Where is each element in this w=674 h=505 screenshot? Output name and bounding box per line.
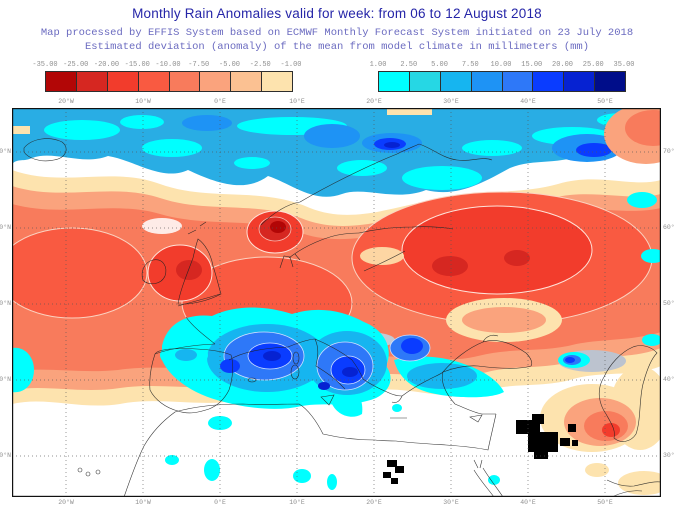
legend-tick-label: 20.00	[551, 61, 574, 69]
legend-color-cell	[231, 72, 263, 91]
legend-tick-label: -15.00	[124, 61, 150, 69]
x-tick-label-bottom: 10°E	[289, 499, 305, 505]
x-tick-label-bottom: 20°W	[58, 499, 74, 505]
north-positive-anomaly-band	[12, 108, 661, 197]
legend-tick-label: -1.00	[280, 61, 302, 69]
legend-positive-scale: 1.00 2.50 5.00 7.50 10.00 15.00 20.00 25.00 35.0…	[370, 61, 635, 93]
legend-tick-label: -2.50	[249, 61, 271, 69]
x-tick-label-top: 20°W	[58, 98, 74, 105]
x-tick-label-top: 50°E	[597, 98, 613, 105]
legend-positive-labels: 1.00 2.50 5.00 7.50 10.00 15.00 20.00 25.00 35.0…	[370, 61, 635, 70]
legend-negative-scale: -35.00 -25.00 -20.00 -15.00 -10.00 -7.50 -5.00…	[32, 61, 302, 93]
graticule	[12, 108, 661, 497]
x-tick-label-bottom: 20°E	[366, 499, 382, 505]
y-tick-label-left: 30°N	[0, 452, 11, 459]
central-positive-anomaly	[12, 192, 661, 490]
y-tick-label-left: 40°N	[0, 376, 11, 383]
page-title: Monthly Rain Anomalies valid for week: f…	[132, 6, 542, 21]
legend-tick-label: -10.00	[155, 61, 181, 69]
legend-tick-label: 2.50	[400, 61, 418, 69]
x-tick-label-top: 30°E	[443, 98, 459, 105]
x-tick-label-bottom: 50°E	[597, 499, 613, 505]
legend-positive-bar	[378, 71, 626, 92]
legend-tick-label: -35.00	[32, 61, 58, 69]
x-tick-label-bottom: 0°E	[214, 499, 226, 505]
legend-color-cell	[471, 72, 503, 91]
x-tick-label-bottom: 40°E	[520, 499, 536, 505]
no-data-blocks	[383, 414, 578, 484]
y-tick-label-right: 70°N	[663, 148, 674, 155]
y-tick-label-right: 60°N	[663, 224, 674, 231]
legend-color-cell	[379, 72, 410, 91]
legend-color-cell	[46, 72, 77, 91]
subtitle-line-1: Map processed by EFFIS System based on E…	[40, 27, 634, 39]
legend-color-cell	[440, 72, 472, 91]
legend-color-cell	[502, 72, 534, 91]
legend-tick-label: 10.00	[490, 61, 512, 69]
x-tick-label-top: 40°E	[520, 98, 536, 105]
legend-color-cell	[262, 72, 292, 91]
legend-tick-label: 15.00	[521, 61, 543, 69]
anomaly-map-canvas	[12, 108, 661, 497]
legend-tick-label: 25.00	[582, 61, 604, 69]
legend-color-cell	[564, 72, 596, 91]
legend-tick-label: 1.00	[369, 61, 387, 69]
legend-color-cell	[533, 72, 565, 91]
y-tick-label-left: 70°N	[0, 148, 11, 155]
coastlines	[23, 138, 661, 497]
x-tick-label-top: 20°E	[366, 98, 382, 105]
legend-color-cell	[76, 72, 108, 91]
x-tick-label-top: 0°E	[214, 98, 226, 105]
x-tick-label-bottom: 30°E	[443, 499, 459, 505]
x-tick-label-bottom: 10°W	[135, 499, 151, 505]
legend-tick-label: 7.50	[461, 61, 479, 69]
legend-color-cell	[138, 72, 170, 91]
y-tick-label-right: 50°N	[663, 300, 674, 307]
legend-tick-label: -5.00	[218, 61, 241, 69]
y-tick-label-right: 40°N	[663, 376, 674, 383]
legend-tick-label: 35.00	[613, 61, 635, 69]
legend-tick-label: -20.00	[93, 61, 120, 69]
y-tick-label-left: 60°N	[0, 224, 11, 231]
legend-color-cell	[409, 72, 441, 91]
x-tick-label-top: 10°E	[289, 98, 305, 105]
subtitle-line-2: Estimated deviation (anomaly) of the mea…	[84, 41, 590, 53]
legend-color-cell	[595, 72, 625, 91]
x-tick-label-top: 10°W	[135, 98, 151, 105]
map-border	[12, 108, 661, 497]
legend-color-cell	[107, 72, 139, 91]
legend-tick-label: -7.50	[188, 61, 210, 69]
legend-tick-label: 5.00	[431, 61, 448, 69]
legend-tick-label: -25.00	[63, 61, 89, 69]
y-tick-label-left: 50°N	[0, 300, 11, 307]
legend-negative-bar	[45, 71, 293, 92]
legend-color-cell	[200, 72, 232, 91]
y-tick-label-right: 30°N	[663, 452, 674, 459]
legend-negative-labels: -35.00 -25.00 -20.00 -15.00 -10.00 -7.50 -5.00…	[32, 61, 301, 70]
legend-color-cell	[169, 72, 201, 91]
